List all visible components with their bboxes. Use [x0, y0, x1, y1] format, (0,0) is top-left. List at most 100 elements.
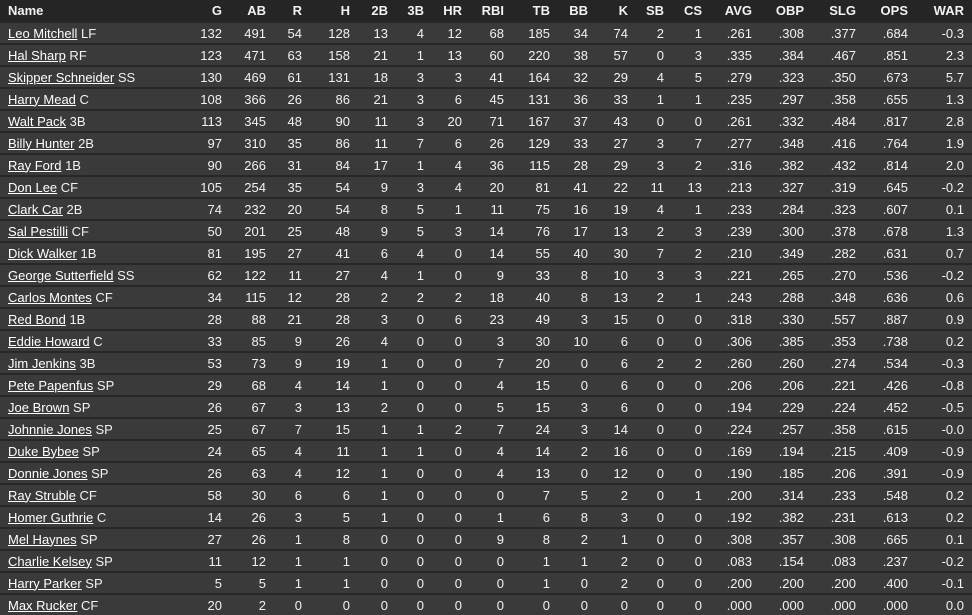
stat-cell: .169	[710, 439, 760, 462]
player-name-link[interactable]: Ray Struble	[8, 487, 76, 503]
player-name-cell: Leo Mitchell LF	[0, 21, 190, 44]
stat-cell: .484	[812, 109, 864, 132]
stat-cell: 4	[358, 329, 396, 352]
player-name-link[interactable]: Walt Pack	[8, 113, 67, 129]
player-name-link[interactable]: Clark Car	[8, 201, 63, 217]
stat-cell: 28	[190, 307, 230, 330]
stat-cell: 0	[396, 307, 432, 330]
stat-cell: 86	[310, 131, 358, 154]
column-header-obp[interactable]: OBP	[760, 0, 812, 22]
column-header-slg[interactable]: SLG	[812, 0, 864, 22]
player-name-link[interactable]: Skipper Schneider	[8, 69, 115, 85]
player-position: 1B	[61, 157, 81, 173]
player-name-link[interactable]: Sal Pestilli	[8, 223, 68, 239]
stat-cell: 158	[310, 43, 358, 66]
stat-cell: 0	[636, 373, 672, 396]
stat-cell: 0	[558, 351, 596, 374]
player-name-link[interactable]: Dick Walker	[8, 245, 77, 261]
player-name-link[interactable]: Harry Mead	[8, 91, 76, 107]
column-header-r[interactable]: R	[274, 0, 310, 22]
stat-cell: 4	[432, 175, 470, 198]
column-header-avg[interactable]: AVG	[710, 0, 760, 22]
stat-cell: 0	[558, 593, 596, 615]
stat-cell: .738	[864, 329, 916, 352]
stat-cell: 13	[596, 219, 636, 242]
stat-cell: 27	[310, 263, 358, 286]
stat-cell: 4	[274, 373, 310, 396]
stat-cell: 85	[230, 329, 274, 352]
stat-cell: .235	[710, 87, 760, 110]
stat-cell: 113	[190, 109, 230, 132]
stat-cell: 0	[672, 527, 710, 550]
column-header-name[interactable]: Name	[0, 0, 190, 22]
column-header-cs[interactable]: CS	[672, 0, 710, 22]
stat-cell: .327	[760, 175, 812, 198]
stat-cell: 4	[470, 439, 512, 462]
column-header-k[interactable]: K	[596, 0, 636, 22]
column-header-ops[interactable]: OPS	[864, 0, 916, 22]
player-position: SP	[69, 399, 91, 415]
column-header-hr[interactable]: HR	[432, 0, 470, 22]
stat-cell: 26	[470, 131, 512, 154]
player-name-link[interactable]: Johnnie Jones	[8, 421, 92, 437]
player-name-link[interactable]: Red Bond	[8, 311, 66, 327]
column-header-3b[interactable]: 3B	[396, 0, 432, 22]
stat-cell: 71	[470, 109, 512, 132]
stat-cell: 3	[396, 109, 432, 132]
stat-cell: 7	[672, 131, 710, 154]
stat-cell: 0	[672, 571, 710, 594]
stat-cell: -0.2	[916, 263, 972, 286]
player-name-link[interactable]: Harry Parker	[8, 575, 82, 591]
player-name-link[interactable]: Don Lee	[8, 179, 58, 195]
column-header-sb[interactable]: SB	[636, 0, 672, 22]
player-name-link[interactable]: Donnie Jones	[8, 465, 88, 481]
player-name-link[interactable]: Billy Hunter	[8, 135, 75, 151]
player-name-link[interactable]: Max Rucker	[8, 597, 78, 613]
stat-cell: 3	[274, 505, 310, 528]
player-name-link[interactable]: George Sutterfield	[8, 267, 114, 283]
stat-cell: 7	[274, 417, 310, 440]
stat-cell: 1	[358, 417, 396, 440]
stat-cell: 2	[396, 285, 432, 308]
table-row: Ray Struble CF 58 30 6 6 1 0 0 0 7 5 2 0 1.200.314.23…	[0, 483, 972, 506]
player-name-link[interactable]: Eddie Howard	[8, 333, 90, 349]
player-name-link[interactable]: Ray Ford	[8, 157, 62, 173]
column-header-ab[interactable]: AB	[230, 0, 274, 22]
stat-cell: 0	[396, 527, 432, 550]
player-name-link[interactable]: Leo Mitchell	[8, 25, 78, 41]
table-row: Sal Pestilli CF 50 201 25 48 9 5 3 14 76 17 13 2 3.23…	[0, 219, 972, 242]
stat-cell: 33	[190, 329, 230, 352]
column-header-war[interactable]: WAR	[916, 0, 972, 22]
player-name-link[interactable]: Pete Papenfus	[8, 377, 94, 393]
column-header-h[interactable]: H	[310, 0, 358, 22]
player-name-link[interactable]: Joe Brown	[8, 399, 70, 415]
stat-cell: 2	[636, 351, 672, 374]
column-header-bb[interactable]: BB	[558, 0, 596, 22]
column-header-g[interactable]: G	[190, 0, 230, 22]
player-name-link[interactable]: Jim Jenkins	[8, 355, 76, 371]
player-name-link[interactable]: Mel Haynes	[8, 531, 77, 547]
player-name-link[interactable]: Duke Bybee	[8, 443, 79, 459]
player-name-link[interactable]: Carlos Montes	[8, 289, 92, 305]
player-name-link[interactable]: Hal Sharp	[8, 47, 66, 63]
stat-cell: 90	[310, 109, 358, 132]
column-header-2b[interactable]: 2B	[358, 0, 396, 22]
table-row: Jim Jenkins 3B 53 73 9 19 1 0 0 7 20 0 6 2 2.260.260.…	[0, 351, 972, 374]
player-name-link[interactable]: Homer Guthrie	[8, 509, 94, 525]
stat-cell: 63	[230, 461, 274, 484]
stat-cell: .314	[760, 483, 812, 506]
stat-cell: 0	[432, 461, 470, 484]
column-header-tb[interactable]: TB	[512, 0, 558, 22]
player-name-link[interactable]: Charlie Kelsey	[8, 553, 92, 569]
stat-cell: .391	[864, 461, 916, 484]
stat-cell: 8	[558, 263, 596, 286]
column-header-rbi[interactable]: RBI	[470, 0, 512, 22]
stat-cell: .645	[864, 175, 916, 198]
stat-cell: 0	[396, 549, 432, 572]
stat-cell: .185	[760, 461, 812, 484]
stat-cell: 4	[636, 197, 672, 220]
stat-cell: .330	[760, 307, 812, 330]
stat-cell: .224	[710, 417, 760, 440]
stat-cell: 30	[230, 483, 274, 506]
